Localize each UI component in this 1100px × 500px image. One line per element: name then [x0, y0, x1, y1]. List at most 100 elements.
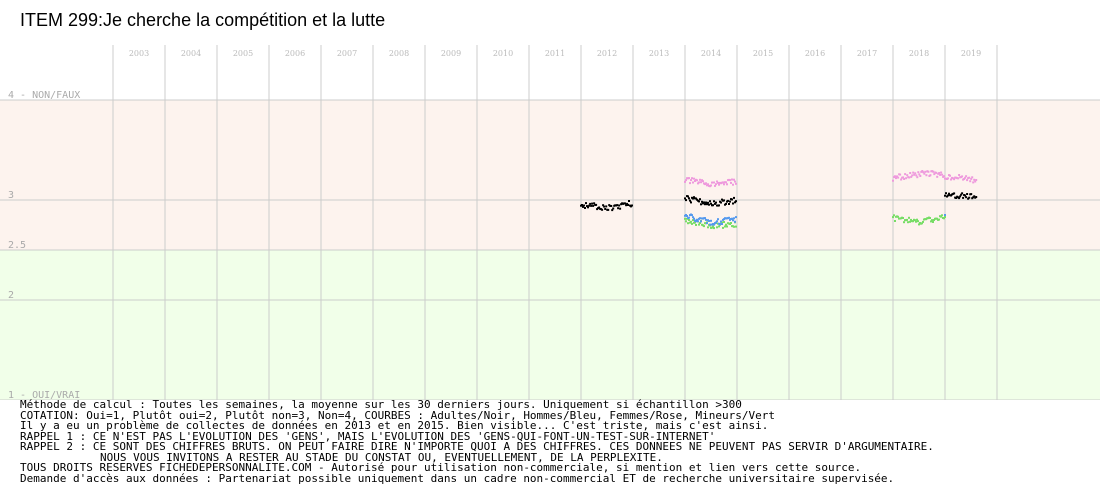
data-point	[718, 183, 720, 186]
data-point	[971, 176, 974, 179]
data-point	[967, 197, 970, 200]
data-point	[949, 174, 951, 177]
data-point	[936, 175, 939, 178]
y-tick-label: 2	[8, 290, 14, 301]
data-point	[966, 193, 969, 195]
data-point	[693, 196, 695, 199]
data-point	[943, 175, 945, 178]
data-point	[917, 220, 919, 223]
data-point	[699, 222, 701, 224]
data-point	[693, 217, 695, 220]
data-point	[729, 179, 731, 182]
data-point	[972, 181, 975, 184]
data-point	[690, 179, 692, 182]
data-point	[695, 220, 697, 223]
data-point	[910, 218, 912, 221]
data-point	[733, 178, 735, 181]
note-invitation: NOUS VOUS INVITONS A RESTER AU STADE DU …	[100, 450, 663, 464]
data-point	[583, 204, 585, 207]
data-point	[918, 173, 921, 176]
data-point	[708, 203, 710, 206]
data-point	[962, 196, 965, 199]
data-point	[732, 219, 734, 222]
data-point	[945, 192, 947, 195]
data-point	[689, 182, 691, 185]
data-point	[696, 179, 698, 182]
data-point	[598, 206, 601, 209]
data-point	[958, 174, 961, 176]
data-point	[688, 177, 690, 180]
data-point	[924, 170, 927, 173]
data-point	[688, 219, 690, 221]
data-point	[948, 192, 950, 195]
data-point	[961, 192, 964, 195]
data-point	[687, 222, 689, 225]
data-point	[941, 214, 943, 217]
note-data-problem: Il y a eu un problème de collectes de do…	[20, 419, 769, 432]
data-point	[725, 202, 727, 205]
data-point	[929, 217, 931, 219]
note-rappel-2: RAPPEL 2 : CE SONT DES CHIFFRES BRUTS. O…	[20, 440, 934, 453]
data-point	[943, 217, 945, 220]
data-point	[713, 200, 715, 203]
data-point	[953, 178, 956, 181]
x-tick-label: 2010	[493, 49, 513, 58]
data-point	[964, 176, 967, 179]
chart: 2003 2004 2005 2006 2007 2008 2009 2010 2011 2012…	[0, 45, 1100, 400]
data-point	[716, 220, 718, 223]
data-point	[723, 183, 725, 186]
data-point	[725, 181, 727, 184]
data-point	[728, 203, 730, 205]
data-point	[955, 197, 958, 199]
data-point	[722, 181, 724, 184]
data-point	[691, 222, 693, 225]
data-point	[582, 205, 584, 208]
data-point	[700, 220, 702, 223]
data-point	[696, 218, 698, 221]
data-point	[706, 222, 708, 225]
data-point	[966, 179, 969, 182]
data-point	[897, 215, 899, 218]
data-point	[907, 221, 909, 224]
data-point	[950, 178, 952, 181]
data-point	[944, 194, 946, 197]
data-point	[717, 218, 719, 221]
data-point	[691, 177, 693, 180]
series-adultes	[580, 192, 978, 212]
data-point	[684, 197, 686, 200]
note-rappel-1: RAPPEL 1 : CE N'EST PAS L'EVOLUTION DES …	[20, 429, 716, 443]
data-point	[716, 180, 718, 183]
data-point	[927, 170, 930, 173]
data-point	[940, 215, 942, 218]
data-point	[721, 223, 723, 225]
data-point	[697, 220, 699, 223]
data-point	[730, 222, 732, 224]
data-point	[692, 197, 694, 200]
data-point	[702, 180, 704, 183]
data-point	[707, 226, 709, 229]
data-point	[912, 220, 914, 223]
data-point	[581, 204, 583, 206]
x-tick-label: 2018	[909, 49, 929, 58]
data-point	[935, 171, 938, 174]
data-point	[701, 200, 703, 203]
data-point	[603, 205, 606, 208]
data-point	[709, 223, 711, 226]
data-point	[931, 219, 933, 222]
data-point	[593, 202, 596, 205]
data-point	[723, 221, 725, 223]
data-point	[726, 225, 728, 228]
data-point	[908, 216, 910, 219]
data-point	[964, 194, 967, 197]
data-point	[624, 202, 627, 205]
x-tick-label: 2003	[129, 49, 149, 58]
series-hommes	[684, 213, 946, 226]
series-femmes	[684, 170, 978, 188]
note-data-access: Demande d'accès aux données : Partenaria…	[20, 471, 895, 485]
data-point	[618, 204, 621, 207]
data-point	[710, 184, 712, 187]
data-point	[709, 200, 711, 203]
data-point	[684, 217, 686, 220]
data-point	[892, 179, 894, 182]
data-point	[707, 201, 709, 204]
